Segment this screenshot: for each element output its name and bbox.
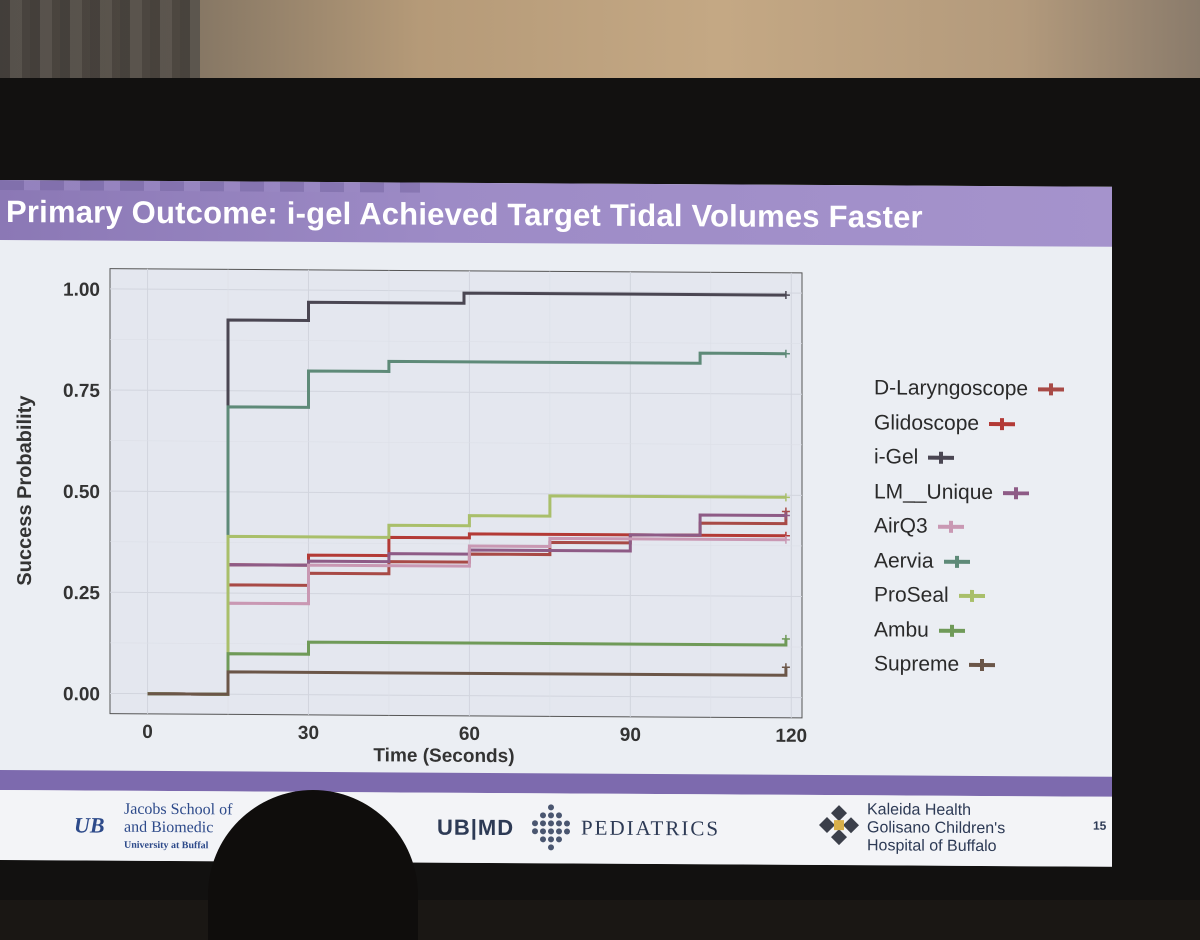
page-number: 15	[1093, 818, 1107, 833]
censor-mark-i-gel	[781, 291, 790, 300]
legend-swatch	[1003, 490, 1030, 496]
legend-label: i-Gel	[874, 445, 919, 469]
legend-item-supreme: Supreme	[874, 647, 1094, 683]
legend-swatch	[958, 594, 985, 599]
chart-legend: D-Laryngoscope Glidoscope i-Gel LM__Unique A…	[874, 371, 1094, 683]
series-line-supreme	[147, 667, 788, 696]
jacobs-school-text: Jacobs School of and Biomedic University…	[124, 801, 232, 856]
slide: Primary Outcome: i-gel Achieved Target T…	[0, 180, 1112, 867]
censor-mark-proseal	[781, 493, 790, 502]
kaleida-line-3: Hospital of Buffalo	[867, 837, 997, 856]
series-line-proseal	[147, 494, 786, 696]
km-chart: 0 30 60 90 120 0.00 0.25 0.50 0.75 1.00 Time (Seco…	[14, 268, 807, 767]
ub-logo: UB	[74, 812, 105, 838]
kaleida-text: Kaleida Health Golisano Children's Hospi…	[867, 801, 1005, 856]
minor-grid-line-y	[110, 642, 802, 648]
censor-mark-supreme	[781, 663, 790, 672]
grid-line-y	[110, 288, 802, 294]
legend-swatch	[989, 421, 1016, 426]
legend-swatch	[1038, 387, 1065, 392]
y-tick-label: 0.25	[63, 583, 100, 604]
pediatrics-dots-icon	[532, 804, 570, 851]
legend-item-lm-unique: LM__Unique	[874, 475, 1094, 511]
legend-label: LM__Unique	[874, 480, 994, 504]
legend-swatch	[938, 628, 965, 633]
censor-mark-ambu	[781, 634, 790, 643]
legend-swatch	[969, 663, 996, 668]
x-tick-label: 0	[142, 722, 153, 743]
censor-mark-airq3	[781, 535, 790, 544]
x-tick-label: 120	[775, 726, 807, 747]
legend-label: AirQ3	[874, 514, 928, 538]
legend-label: Ambu	[874, 618, 929, 642]
legend-item-aervia: Aervia	[874, 544, 1094, 580]
minor-grid-line-y	[110, 440, 802, 446]
kaleida-line-1: Kaleida Health	[867, 801, 972, 819]
x-tick-label: 90	[620, 725, 641, 746]
minor-grid-line-y	[110, 541, 802, 547]
legend-item-d-laryngoscope: D-Laryngoscope	[874, 371, 1094, 407]
legend-label: Aervia	[874, 549, 934, 573]
legend-item-ambu: Ambu	[874, 613, 1094, 649]
x-tick-label: 30	[298, 723, 319, 744]
jacobs-line-2: and Biomedic	[124, 818, 214, 837]
x-tick-label: 60	[459, 724, 480, 745]
kaleida-logo-icon	[819, 805, 859, 846]
legend-item-airq3: AirQ3	[874, 509, 1094, 545]
minor-grid-line-y	[110, 339, 802, 344]
legend-item-i-gel: i-Gel	[874, 440, 1094, 476]
censor-mark-lm-unique	[781, 511, 790, 520]
grid-line-y	[110, 490, 802, 496]
ubmd-logo-text: UB|MD	[437, 814, 515, 841]
legend-label: ProSeal	[874, 583, 949, 608]
legend-item-proseal: ProSeal	[874, 578, 1094, 614]
grid-line-y	[110, 389, 802, 395]
y-axis-label: Success Probability	[14, 395, 36, 586]
grid-line-y	[110, 591, 802, 598]
legend-swatch	[943, 559, 970, 564]
legend-label: Glidoscope	[874, 411, 980, 435]
kaleida-line-2: Golisano Children's	[867, 819, 1006, 838]
y-tick-label: 0.00	[63, 684, 100, 705]
legend-swatch	[937, 524, 964, 530]
legend-label: Supreme	[874, 652, 960, 677]
censor-mark-aervia	[781, 349, 790, 358]
y-tick-label: 0.75	[63, 381, 100, 402]
series-line-lm-unique	[147, 513, 786, 696]
legend-item-glidoscope: Glidoscope	[874, 406, 1094, 442]
pediatrics-text: PEDIATRICS	[581, 815, 721, 841]
legend-swatch	[928, 455, 955, 461]
slide-footer: UB Jacobs School of and Biomedic Univers…	[0, 790, 1112, 867]
legend-label: D-Laryngoscope	[874, 376, 1029, 401]
room-curtain	[0, 0, 200, 80]
y-tick-label: 0.50	[63, 482, 100, 503]
x-axis-label: Time (Seconds)	[373, 745, 514, 767]
y-tick-label: 1.00	[63, 280, 100, 301]
jacobs-line-1: Jacobs School of	[124, 800, 233, 819]
